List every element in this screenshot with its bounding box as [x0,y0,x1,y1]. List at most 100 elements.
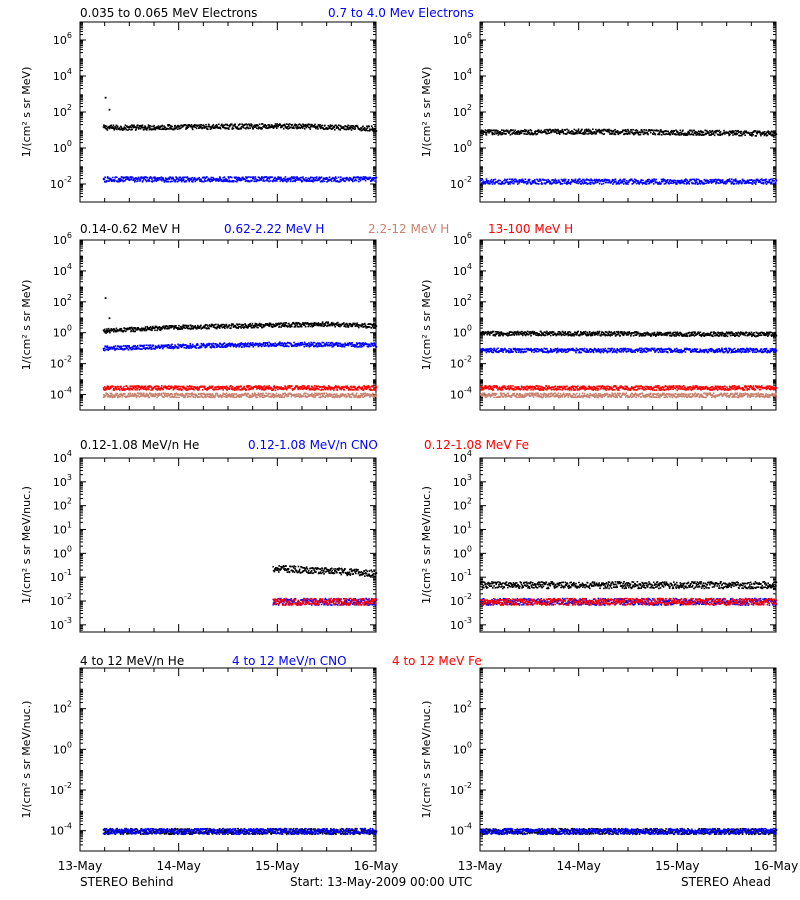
data-point [510,181,512,184]
data-point [302,123,304,125]
data-point [275,126,277,128]
data-point [288,123,291,125]
data-point [258,176,260,179]
data-point [246,325,248,328]
data-point [677,180,680,183]
data-point [161,327,164,330]
data-point [112,328,115,330]
data-point [616,181,619,184]
data-point [300,181,303,183]
data-point [152,125,155,128]
data-point [169,126,171,129]
data-point [175,178,178,180]
data-point [139,328,141,331]
data-point [526,180,528,183]
data-point [529,129,532,131]
data-point [600,130,602,133]
data-point [141,181,144,183]
data-point [743,182,746,185]
data-point [749,134,752,136]
data-point [111,180,114,182]
data-point [640,180,642,183]
data-point [552,179,554,181]
data-point [371,177,374,179]
data-point [661,134,663,136]
data-point [294,324,297,327]
data-point [733,179,735,181]
data-point [736,133,739,135]
data-point [309,123,311,126]
data-point [333,323,335,326]
data-point [723,129,725,132]
data-point [345,125,347,128]
data-point [173,179,176,182]
data-point [163,325,165,327]
data-point [195,127,198,130]
data-point [749,179,751,181]
data-point [739,134,742,137]
data-point [283,325,286,328]
data-point [268,125,270,128]
data-point [364,179,367,182]
data-point [252,126,255,128]
data-point [173,127,176,129]
data-point [150,329,152,331]
data-point [359,128,362,131]
data-point [104,349,106,352]
data-point [108,180,110,182]
data-point [513,182,515,185]
data-point [121,179,124,181]
data-point [164,327,167,329]
data-point [278,124,281,126]
data-point [694,183,697,185]
data-point [512,129,514,131]
data-point [717,182,719,184]
data-point [110,127,113,129]
data-point [245,127,247,130]
data-point [127,176,129,178]
data-point [218,178,220,180]
data-point [216,179,219,181]
data-point [166,344,168,347]
data-point [543,179,546,181]
data-point [184,327,187,329]
data-point [337,124,340,126]
data-point [182,324,185,326]
data-point [514,129,516,132]
data-point [251,124,253,126]
data-point [531,132,534,135]
data-point-spike [108,108,111,111]
data-point [577,182,579,185]
data-point [142,176,145,179]
data-point [124,345,127,347]
data-point [158,177,161,179]
data-point [549,131,552,134]
data-point [595,131,598,133]
data-point [134,126,136,128]
data-point [517,180,520,183]
data-point [493,133,496,136]
data-point [513,180,516,183]
data-point [279,123,282,126]
data-point [531,182,533,185]
data-point [325,177,327,179]
data-point [175,325,177,327]
data-point [644,183,647,185]
data-point [619,178,621,181]
data-point [264,325,266,327]
data-point [714,180,716,183]
data-point [134,345,136,347]
data-point [709,130,711,132]
series-0-1 [102,176,378,183]
data-point [563,178,565,181]
data-point [184,176,187,179]
data-point [125,176,128,178]
data-point [144,179,147,181]
data-point [713,179,715,181]
data-point [179,176,182,179]
data-point [327,180,330,182]
data-point [166,346,169,349]
data-point [528,132,531,134]
data-point [290,178,292,181]
data-point [313,126,316,128]
